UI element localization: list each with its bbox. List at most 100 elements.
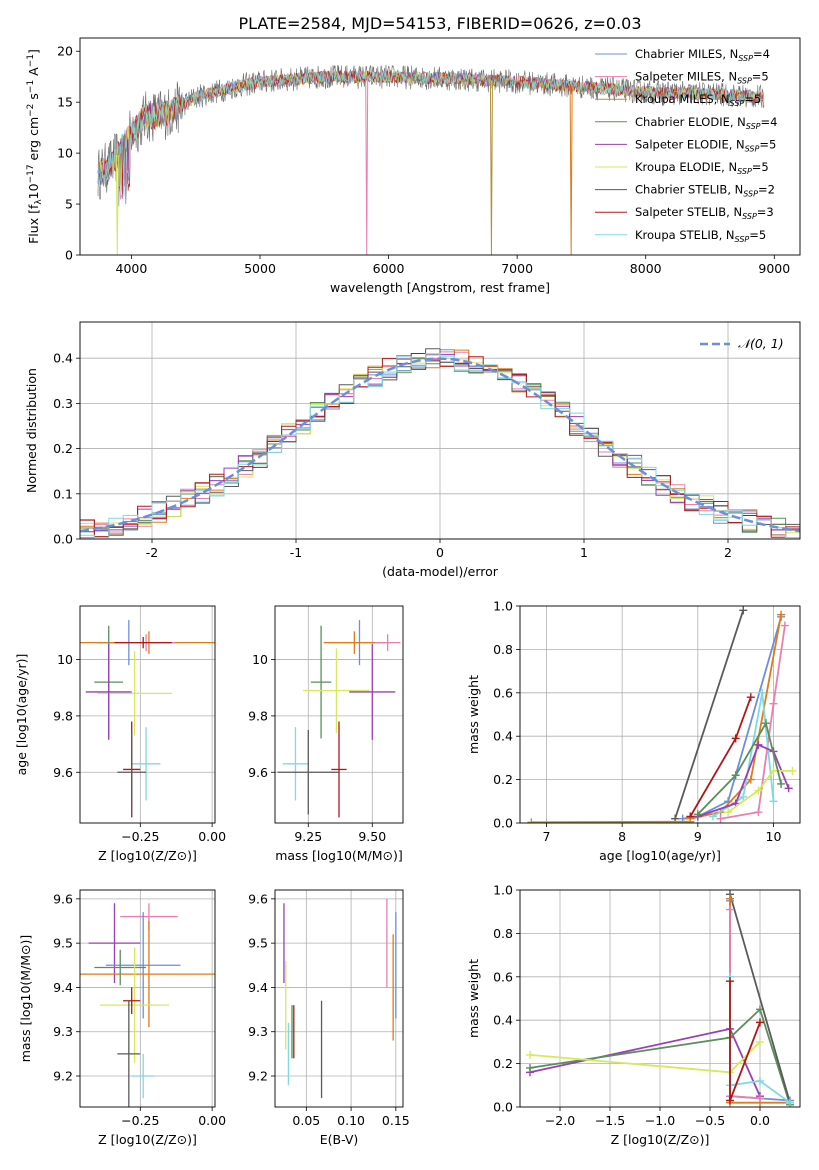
y-tick-label: 9.6 [248,765,268,780]
spectrum-line [97,70,765,197]
legend-label: Kroupa MILES, NSSP=5 [635,92,761,108]
x-tick-label: 7000 [501,261,533,276]
legend-label: Kroupa STELIB, NSSP=5 [635,228,766,244]
x-tick-label: 0.05 [292,1113,320,1128]
y-tick-label: 0.4 [53,351,73,366]
x-tick-label: 9000 [758,261,790,276]
x-axis-label: Z [log10(Z/Z⊙)] [611,1132,710,1147]
y-axis-label: mass weight [466,959,481,1038]
legend-label: Salpeter ELODIE, NSSP=5 [635,137,776,153]
weight-point [726,905,734,914]
x-tick-label: 0.10 [337,1113,365,1128]
y-tick-label: 0.1 [53,486,73,501]
axes-frame [274,889,404,1108]
weight-point [754,740,763,749]
weight-point [686,817,695,823]
x-tick-label: 2 [724,545,732,560]
y-axis-label: mass weight [466,675,481,754]
x-tick-label: 0 [436,545,444,560]
x-tick-label: 9.25 [294,829,322,844]
y-axis-label: Normed distribution [24,368,39,493]
legend-label: Kroupa ELODIE, NSSP=5 [635,160,769,176]
y-tick-label: 0.3 [53,396,73,411]
weight-point [726,977,734,986]
legend-label: Salpeter MILES, NSSP=5 [635,70,769,86]
axes-frame [274,605,404,824]
y-tick-label: 9.3 [53,1024,73,1039]
y-tick-label: 9.6 [53,765,73,780]
x-tick-label: −2.0 [545,1113,575,1128]
weight-point [527,818,536,823]
x-tick-label: 4000 [116,261,148,276]
weight-point [769,766,778,775]
legend-label: Chabrier MILES, NSSP=4 [635,47,770,63]
x-tick-label: 9.50 [358,829,386,844]
x-tick-label: −0.5 [695,1113,725,1128]
plot-area [80,903,215,1107]
y-tick-label: 0.0 [493,816,513,831]
plot-area [277,620,401,818]
x-tick-label: 8 [618,829,626,844]
panel-mass_vs_ebv: 0.05 0.10 0.15 9.2 9.3 9.4 9.5 9.6 E(B-V) [248,889,410,1147]
weight-point [754,786,763,795]
weight-point [693,810,702,819]
weight-point [756,1094,764,1103]
y-tick-label: 10 [252,652,268,667]
weight-point [716,814,725,823]
weight-point [731,771,740,780]
weight-line [697,720,782,815]
x-tick-label: -1 [290,545,302,560]
y-tick-label: 0.0 [53,532,73,547]
weight-point [526,1063,534,1072]
legend: Chabrier MILES, NSSP=4 Salpeter MILES, NS… [595,47,777,244]
weight-point [726,1096,734,1105]
x-tick-label: −0.25 [121,829,159,844]
weight-point [731,734,740,743]
y-tick-label: 0.8 [493,926,513,941]
weight-point [777,610,786,619]
histogram-series [80,353,800,539]
panel-mass_weight_vs_age: 7 8 9 10 0.0 0.2 0.4 0.6 0.8 1.0 age [log10(age/yr… [466,599,801,863]
weight-point [769,797,778,806]
weight-point [726,894,734,903]
y-tick-label: 9.8 [53,708,73,723]
weight-point [756,1018,764,1027]
x-tick-label: -2 [146,545,158,560]
weight-point [769,699,778,708]
y-tick-label: 0.4 [493,1013,513,1028]
legend-label: 𝒩(0, 1) [738,336,784,351]
y-tick-label: 0.2 [493,772,513,787]
legend: 𝒩(0, 1) [700,336,784,351]
x-tick-label: −1.5 [595,1113,625,1128]
weight-point [777,779,786,788]
x-tick-label: 6000 [373,261,405,276]
weight-point [784,784,793,793]
y-tick-label: 9.5 [248,936,268,951]
x-tick-label: −0.25 [121,1113,159,1128]
plot-area [283,898,397,1099]
y-tick-label: 9.2 [248,1069,268,1084]
x-tick-label: −1.0 [645,1113,675,1128]
weight-line [727,770,793,813]
panel-mass_weight_vs_Z: −2.0 −1.5 −1.0 −0.5 0.0 0.0 0.2 0.4 0.6 0.8 1.0 Z [… [466,883,801,1147]
y-axis-label: mass [log10(M/M⊙)] [18,935,33,1063]
normal-curve [80,357,800,533]
weight-line [729,909,761,1100]
spectrum-dip [115,155,119,255]
weight-line [729,894,791,1103]
y-tick-label: 1.0 [493,883,513,898]
panel-age_vs_Z: −0.25 0.00 9.6 9.8 10 Z [log10(Z/Z⊙)] age [log… [14,605,226,863]
spectrum-dip [569,86,573,255]
x-tick-label: 1 [580,545,588,560]
axes-frame [519,605,801,824]
x-tick-label: 8000 [630,261,662,276]
weight-point [761,719,770,728]
weight-line [674,610,745,819]
weight-line [529,1007,791,1106]
weight-point [756,1037,764,1046]
y-tick-label: 10 [57,146,73,161]
axes-frame [79,37,801,256]
x-axis-label: age [log10(age/yr)] [599,848,721,863]
